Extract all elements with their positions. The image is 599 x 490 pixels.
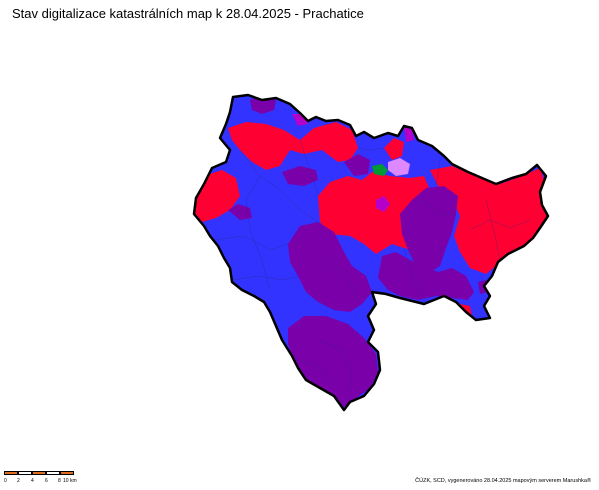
scale-label: 6	[45, 478, 48, 484]
purple-area-northwest	[282, 166, 318, 186]
scale-label: 8	[58, 478, 61, 484]
lilac-area	[388, 158, 410, 176]
municipality-areas	[194, 95, 548, 410]
purple-area-south	[288, 316, 378, 408]
scale-segment	[18, 471, 32, 475]
magenta-area-north	[404, 128, 414, 142]
scale-label: 2	[17, 478, 20, 484]
map-credit: ČÚZK, SCD, vygenerováno 28.04.2025 mapov…	[415, 478, 591, 484]
purple-area-center-south	[288, 222, 372, 312]
green-area	[372, 164, 388, 176]
purple-area-north	[250, 96, 276, 114]
scale-labels: 0 2 4 6 8 10 km	[4, 478, 77, 486]
scale-label: 0	[4, 478, 7, 484]
scale-segment	[46, 471, 60, 475]
purple-area-northcentral	[344, 154, 370, 176]
magenta-area-central	[376, 196, 390, 212]
purple-area-west-strip	[228, 204, 252, 220]
scale-label: 10 km	[63, 478, 77, 484]
map-title: Stav digitalizace katastrálních map k 28…	[12, 6, 364, 21]
scale-segment	[32, 471, 46, 475]
scale-bar: 0 2 4 6 8 10 km	[4, 471, 77, 487]
scale-segment	[4, 471, 18, 475]
red-area-north	[228, 122, 358, 170]
scale-segment	[60, 471, 74, 475]
red-area-nne	[384, 138, 404, 160]
purple-area-southeast	[378, 252, 474, 300]
scale-label: 4	[31, 478, 34, 484]
municipality-boundaries	[213, 139, 531, 391]
purple-area-east	[400, 186, 458, 272]
